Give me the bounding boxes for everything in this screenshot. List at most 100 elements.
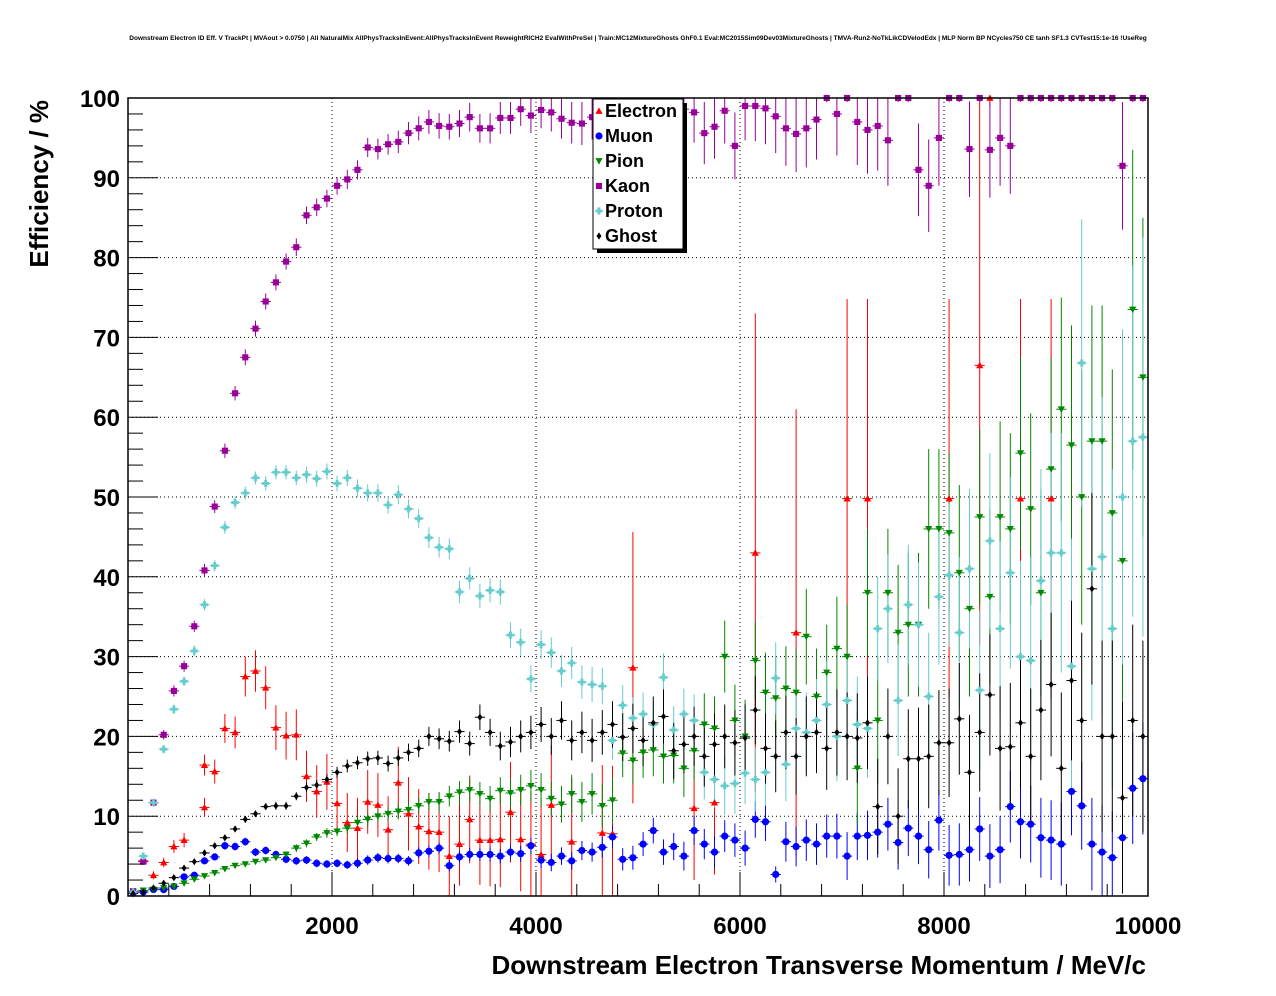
ghost-point <box>252 810 259 818</box>
kaon-point <box>548 109 555 116</box>
ghost-point <box>660 712 667 721</box>
pion-point <box>659 753 668 760</box>
proton-point <box>1006 569 1014 577</box>
pion-point <box>802 633 810 641</box>
ghost-point <box>507 738 514 746</box>
proton-point <box>1108 625 1116 633</box>
pion-point <box>649 747 657 754</box>
kaon-point <box>997 134 1004 141</box>
electron-point <box>415 822 423 830</box>
kaon-point <box>925 182 932 189</box>
ghost-point <box>905 755 911 763</box>
proton-point <box>292 474 300 482</box>
muon-point <box>425 847 433 855</box>
legend-ghost-label: Ghost <box>605 226 657 246</box>
kaon-point <box>874 122 881 129</box>
muon-point <box>690 826 698 835</box>
ghost-point <box>242 815 248 823</box>
ghost-point <box>181 864 187 872</box>
proton-point <box>1078 359 1086 367</box>
electron-point <box>180 836 188 844</box>
electron-point <box>517 835 525 843</box>
proton-point <box>262 479 270 488</box>
proton-point <box>588 680 596 689</box>
ghost-point <box>140 888 146 896</box>
pion-point <box>823 669 831 677</box>
kaon-point <box>966 146 973 153</box>
pion-point <box>333 828 341 835</box>
tick-labels: 2000 4000 6000 8000 10000 0 10 20 30 40 50 60 70 80 90… <box>80 86 1181 940</box>
proton-point <box>149 799 158 807</box>
kaon-point <box>170 687 177 694</box>
y-tick-label: 60 <box>93 405 120 432</box>
muon-point <box>1139 775 1147 783</box>
kaon-point <box>701 130 708 137</box>
kaon-point <box>589 114 596 121</box>
pion-point <box>925 526 933 533</box>
x-tick-label: 4000 <box>509 913 562 940</box>
kaon-point <box>272 279 279 286</box>
ghost-point <box>416 744 422 752</box>
electron-point <box>455 840 464 848</box>
muon-point <box>251 848 260 856</box>
electron-point <box>221 724 229 732</box>
pion-point <box>364 816 372 823</box>
ghost-point <box>1119 794 1126 802</box>
proton-point <box>180 677 188 685</box>
x-tick-label: 6000 <box>713 913 766 940</box>
pion-point <box>598 802 606 810</box>
pion-point <box>1067 442 1076 449</box>
kaon-point <box>456 120 463 127</box>
proton-point <box>925 692 933 701</box>
pion-point <box>527 782 535 790</box>
kaon-point <box>487 125 494 132</box>
muon-point <box>231 842 239 851</box>
kaon-point <box>395 138 402 145</box>
electron-point <box>384 826 392 833</box>
pion-point <box>384 810 392 818</box>
pion-point <box>425 798 433 806</box>
proton-point <box>160 745 168 753</box>
muon-point <box>486 850 494 859</box>
ghost-point <box>201 849 208 857</box>
ghost-point <box>365 755 371 763</box>
kaon-point <box>211 503 218 510</box>
muon-point <box>537 856 545 864</box>
muon-point <box>1057 840 1065 848</box>
ghost-point <box>528 728 534 737</box>
ghost-point <box>813 728 820 737</box>
ghost-point <box>997 744 1003 752</box>
ghost-point <box>609 720 616 729</box>
kaon-point <box>466 114 473 121</box>
muon-point <box>1067 787 1076 796</box>
ghost-point <box>538 720 544 729</box>
pion-point <box>904 621 912 629</box>
pion-point <box>874 717 882 725</box>
proton-point <box>812 716 821 725</box>
muon-point <box>976 825 984 833</box>
legend: Electron Muon Pion Kaon Proton Ghost <box>592 98 687 253</box>
ghost-point <box>1007 743 1013 751</box>
proton-point <box>435 543 443 551</box>
kaon-point <box>793 130 800 137</box>
pion-point <box>221 865 229 873</box>
muon-point <box>1027 820 1035 828</box>
proton-point <box>170 705 178 713</box>
pion-point <box>986 593 994 601</box>
legend-proton-marker <box>595 207 603 215</box>
ghost-point <box>722 732 728 740</box>
pion-point <box>782 685 790 693</box>
muon-point <box>578 846 586 855</box>
electron-point <box>251 667 260 674</box>
ghost-point <box>1089 585 1095 593</box>
kaon-point <box>752 102 759 110</box>
ghost-point <box>599 728 605 737</box>
muon-point <box>700 840 708 848</box>
pion-point <box>833 645 841 653</box>
ghost-point <box>1058 764 1064 772</box>
muon-point <box>955 850 963 859</box>
proton-point <box>537 641 545 649</box>
pion-point <box>282 851 290 859</box>
muon-point <box>1078 802 1086 810</box>
proton-point <box>598 682 606 690</box>
